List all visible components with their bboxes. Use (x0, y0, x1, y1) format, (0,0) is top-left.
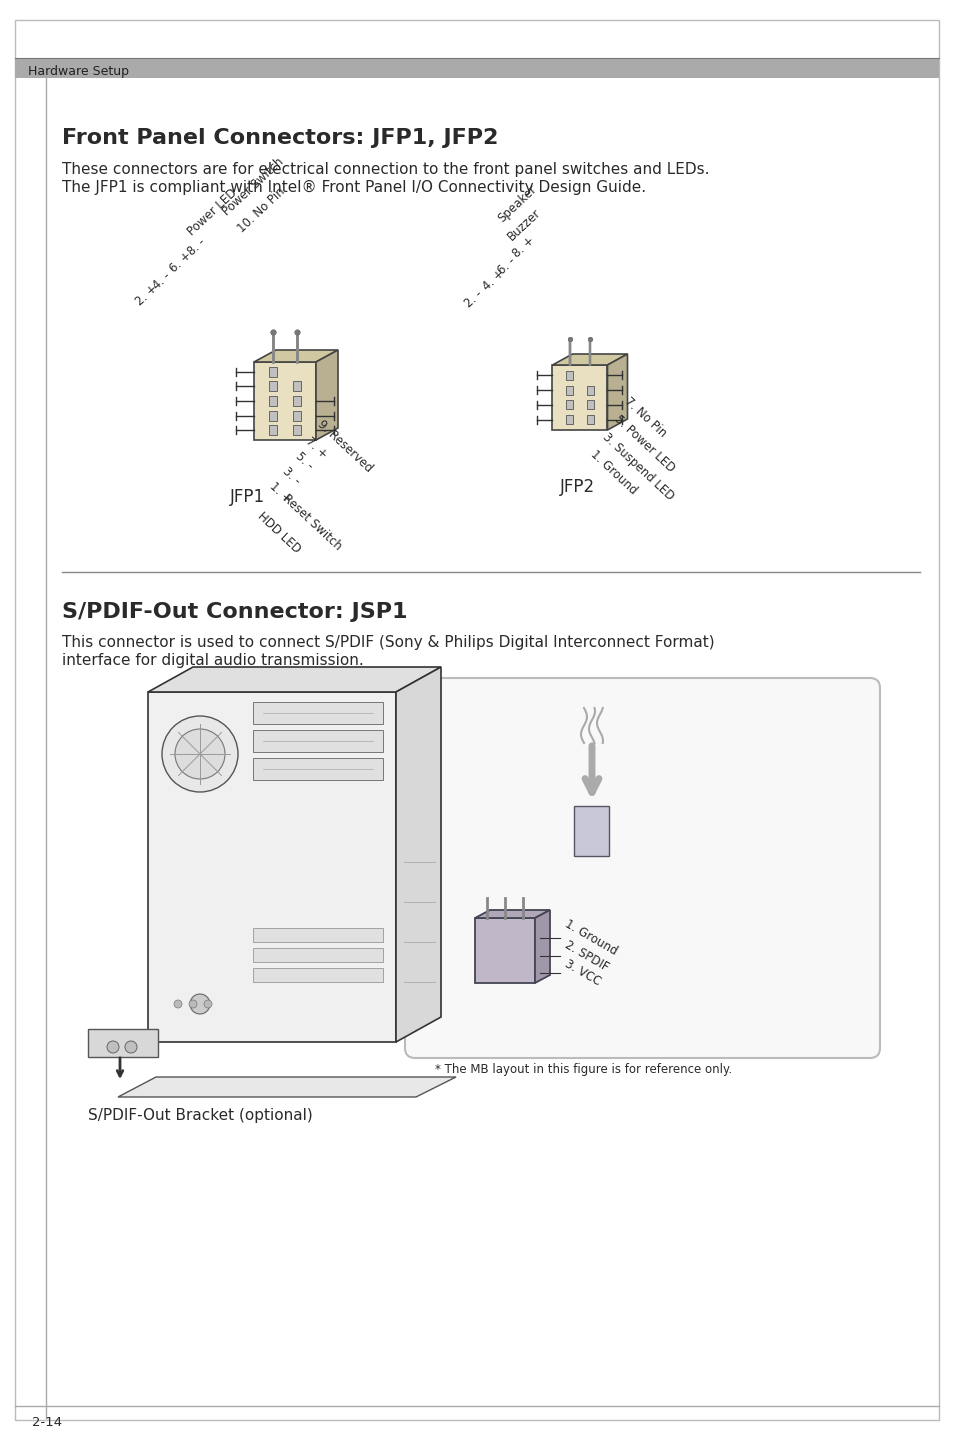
Text: 1. Ground: 1. Ground (587, 448, 639, 497)
Bar (148, 692, 395, 1042)
Text: 1. +: 1. + (267, 480, 294, 507)
Text: These connectors are for electrical connection to the front panel switches and L: These connectors are for electrical conn… (62, 162, 709, 178)
Circle shape (162, 716, 237, 792)
Bar (269, 425, 277, 435)
Text: JFP2: JFP2 (559, 478, 595, 495)
Text: 7. +: 7. + (303, 435, 330, 461)
Bar (253, 948, 382, 962)
Text: 8. -: 8. - (185, 235, 208, 258)
Text: S/PDIF-Out Connector: JSP1: S/PDIF-Out Connector: JSP1 (62, 601, 407, 621)
Bar (565, 401, 573, 410)
Bar (269, 367, 277, 377)
Text: Buzzer: Buzzer (504, 206, 543, 243)
Bar (565, 415, 573, 424)
Text: 5. Power LED: 5. Power LED (612, 412, 677, 475)
Bar (586, 385, 593, 395)
Circle shape (173, 1000, 182, 1008)
Text: 2-14: 2-14 (32, 1416, 62, 1429)
Bar (15, 59, 938, 77)
Polygon shape (253, 362, 315, 440)
Text: 3. -: 3. - (280, 465, 303, 488)
Polygon shape (395, 667, 440, 1042)
Text: 5. -: 5. - (293, 450, 315, 473)
Text: 10. No Pin: 10. No Pin (234, 185, 287, 235)
Polygon shape (475, 909, 550, 918)
Text: 3. Suspend LED: 3. Suspend LED (599, 430, 676, 503)
FancyBboxPatch shape (405, 677, 879, 1058)
Text: Hardware Setup: Hardware Setup (28, 64, 129, 77)
Polygon shape (118, 1077, 456, 1097)
Bar (565, 371, 573, 379)
Bar (293, 411, 300, 421)
Text: 6. -: 6. - (495, 255, 517, 276)
Bar (586, 401, 593, 410)
Bar (253, 758, 382, 780)
Circle shape (174, 729, 225, 779)
Text: interface for digital audio transmission.: interface for digital audio transmission… (62, 653, 363, 667)
Text: * The MB layout in this figure is for reference only.: * The MB layout in this figure is for re… (435, 1063, 731, 1075)
Text: 3. VCC: 3. VCC (562, 958, 603, 988)
Text: 2. SPDIF: 2. SPDIF (562, 938, 611, 974)
Text: 9. Reserved: 9. Reserved (314, 418, 375, 475)
Bar (293, 381, 300, 391)
Polygon shape (535, 909, 550, 982)
Polygon shape (552, 365, 607, 430)
Text: 2. -: 2. - (461, 288, 484, 309)
Text: HDD LED: HDD LED (254, 510, 303, 556)
Bar (293, 397, 300, 407)
Circle shape (189, 1000, 196, 1008)
Text: Reset Switch: Reset Switch (280, 493, 344, 553)
Text: 6. +: 6. + (167, 249, 193, 275)
Bar (253, 702, 382, 725)
Bar (269, 397, 277, 407)
Circle shape (190, 994, 210, 1014)
Text: S/PDIF-Out Bracket (optional): S/PDIF-Out Bracket (optional) (88, 1108, 313, 1123)
Circle shape (204, 1000, 212, 1008)
Polygon shape (253, 349, 337, 362)
Bar (253, 968, 382, 982)
Text: This connector is used to connect S/PDIF (Sony & Philips Digital Interconnect Fo: This connector is used to connect S/PDIF… (62, 634, 714, 650)
Polygon shape (607, 354, 627, 430)
Text: Speaker: Speaker (495, 183, 538, 225)
Text: Power LED: Power LED (185, 186, 239, 238)
Text: Front Panel Connectors: JFP1, JFP2: Front Panel Connectors: JFP1, JFP2 (62, 127, 497, 147)
Bar (293, 425, 300, 435)
Bar (269, 411, 277, 421)
Text: 1. Ground: 1. Ground (562, 918, 619, 958)
Text: Power Switch: Power Switch (220, 155, 286, 218)
Polygon shape (552, 354, 627, 365)
Bar (565, 385, 573, 395)
Text: JFP1: JFP1 (230, 488, 265, 505)
Text: 2. +: 2. + (132, 282, 160, 308)
Bar (269, 381, 277, 391)
Text: 8. +: 8. + (510, 233, 537, 261)
Text: 7. No Pin: 7. No Pin (621, 395, 668, 440)
Text: 4. +: 4. + (479, 266, 507, 294)
Text: 4. -: 4. - (150, 269, 172, 292)
Bar (574, 806, 608, 856)
Polygon shape (148, 667, 440, 692)
Text: The JFP1 is compliant with Intel® Front Panel I/O Connectivity Design Guide.: The JFP1 is compliant with Intel® Front … (62, 180, 645, 195)
Bar (253, 730, 382, 752)
Polygon shape (315, 349, 337, 440)
Bar (253, 928, 382, 942)
Bar (475, 918, 535, 982)
Circle shape (125, 1041, 137, 1053)
Bar (586, 415, 593, 424)
Circle shape (107, 1041, 119, 1053)
Bar (88, 1030, 158, 1057)
